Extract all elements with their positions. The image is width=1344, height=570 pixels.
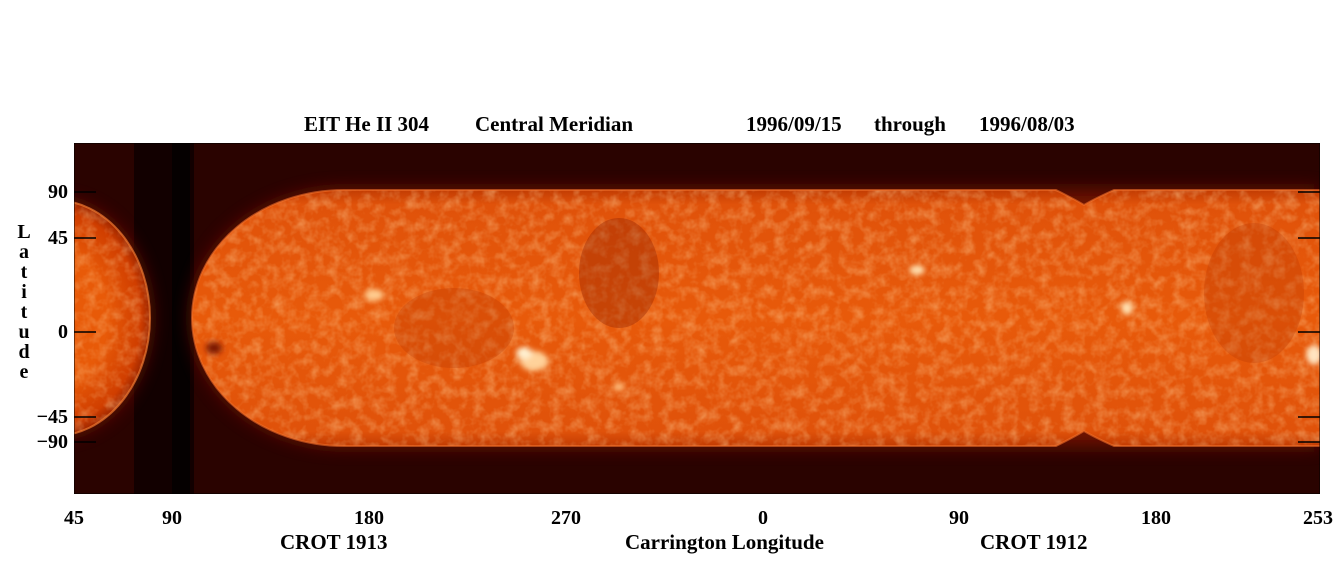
title-instrument: EIT He II 304: [304, 112, 430, 136]
x-tick-label: 180: [1141, 507, 1171, 529]
title-through: through: [874, 112, 946, 136]
x-tick-label: 270: [551, 507, 581, 529]
title-start-date: 1996/09/15: [746, 112, 842, 136]
x-tick-label: 90: [162, 507, 182, 529]
x-tick-label: 253: [1303, 507, 1333, 529]
title-end-date: 1996/08/03: [979, 112, 1075, 136]
y-axis-letter: a: [19, 241, 29, 263]
x-tick-label: 45: [64, 507, 84, 529]
x-tick-label: 90: [949, 507, 969, 529]
y-axis-letter: u: [18, 321, 30, 343]
y-axis-letter: e: [19, 361, 29, 383]
y-tick-label: −90: [36, 431, 68, 453]
y-tick-label: 0: [58, 321, 68, 343]
y-axis-letter: t: [20, 261, 28, 283]
y-tick-label: 90: [48, 181, 68, 203]
y-axis-letter: d: [18, 341, 30, 363]
x-tick-label: 180: [354, 507, 384, 529]
y-tick-label: 45: [48, 227, 68, 249]
rotation-label-right: CROT 1912: [980, 530, 1088, 554]
y-axis-letter: i: [21, 281, 27, 303]
synoptic-map-image: [74, 143, 1320, 494]
y-axis-letter: t: [20, 301, 28, 323]
y-tick-label: −45: [36, 406, 68, 428]
y-axis-letter: L: [17, 221, 31, 243]
rotation-label-left: CROT 1913: [280, 530, 388, 554]
x-tick-label: 0: [758, 507, 768, 529]
x-axis-title: Carrington Longitude: [625, 530, 824, 554]
y-tick-marks-right: [1298, 191, 1320, 443]
y-tick-marks-left: [74, 191, 96, 443]
title-mode: Central Meridian: [475, 112, 634, 136]
